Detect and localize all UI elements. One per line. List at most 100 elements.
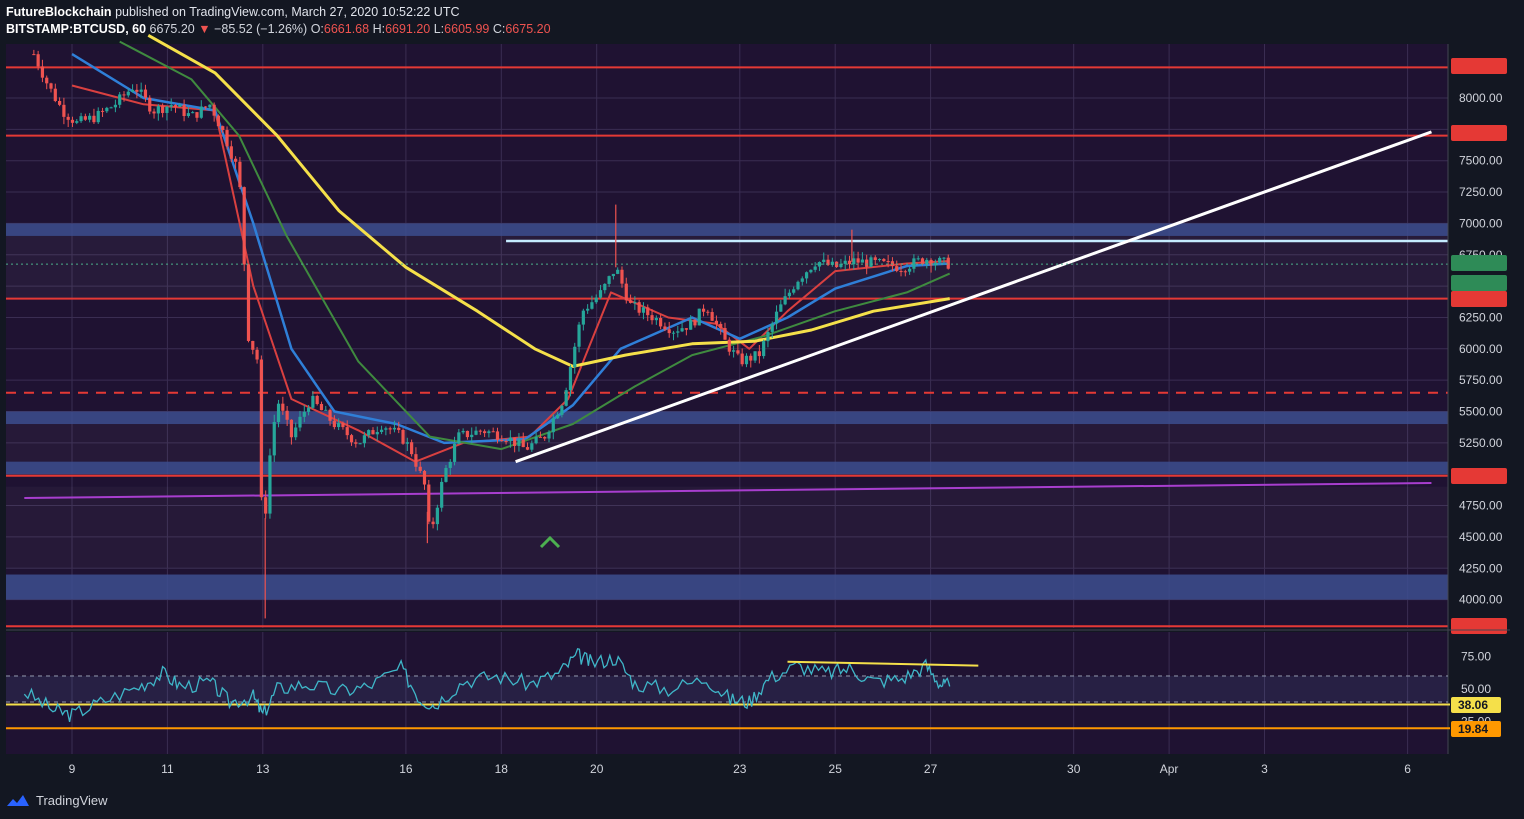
purple-trendline	[24, 481, 1432, 500]
x-axis-label-0: 9	[69, 762, 76, 776]
down-arrow-icon: ▼	[198, 22, 211, 36]
candle-body	[671, 332, 676, 334]
candle-body	[886, 261, 890, 263]
candle-body	[178, 104, 182, 107]
candle-body	[470, 434, 474, 438]
candle-body	[697, 308, 701, 326]
candle-body	[895, 266, 899, 272]
candle-body	[384, 428, 388, 430]
candle-body	[268, 455, 272, 514]
candle-body	[156, 106, 160, 114]
rsi-tick-label: 75.00	[1461, 650, 1491, 664]
candle-body	[315, 395, 319, 404]
candle-body	[118, 94, 122, 105]
candle-body	[521, 439, 525, 448]
candle-body	[538, 436, 543, 438]
candle-body	[581, 310, 585, 325]
candle-body	[259, 359, 263, 498]
candle-body	[774, 311, 779, 324]
candle-body	[822, 259, 826, 263]
candle-body	[903, 271, 907, 273]
candle-body	[804, 272, 809, 279]
candle-body	[607, 276, 611, 284]
candle-body	[762, 341, 766, 357]
candle-body	[229, 146, 233, 159]
candle-body	[32, 54, 36, 56]
candle-body	[465, 430, 470, 438]
price-tick-label: 7500.00	[1459, 154, 1503, 168]
candle-body	[680, 328, 684, 332]
chart-header: FutureBlockchain published on TradingVie…	[6, 4, 1506, 40]
candle-body	[234, 158, 238, 162]
candle-body	[199, 106, 203, 118]
rsi-level-label-0: 38.06	[1458, 698, 1488, 712]
candle-body	[620, 269, 624, 284]
rsi-tick-label: 50.00	[1461, 682, 1491, 696]
author-name[interactable]: FutureBlockchain	[6, 5, 112, 19]
candle-body	[603, 283, 607, 291]
tradingview-brand[interactable]: TradingView	[6, 790, 108, 810]
price-badge	[1451, 255, 1507, 271]
candle-body	[710, 312, 714, 321]
candle-body	[66, 116, 70, 120]
candle-body	[800, 278, 804, 282]
candle-body	[225, 130, 229, 147]
candle-body	[427, 484, 431, 522]
candle-body	[367, 430, 371, 436]
price-tick-label: 7000.00	[1459, 216, 1503, 230]
support-zone-0	[6, 223, 1448, 236]
candle-body	[633, 302, 637, 304]
candle-body	[487, 431, 491, 434]
candle-body	[508, 437, 512, 442]
candle-body	[483, 431, 487, 434]
up-chevron-icon	[539, 535, 561, 549]
symbol-label[interactable]: BITSTAMP:BTCUSD, 60	[6, 22, 147, 36]
candle-body	[839, 263, 843, 268]
candle-body	[319, 403, 324, 411]
high-value: 6691.20	[385, 22, 431, 36]
last-price: 6675.20	[149, 22, 195, 36]
low-label: L:	[433, 22, 445, 36]
x-axis-label-4: 18	[495, 762, 509, 776]
candle-body	[349, 435, 354, 443]
candle-body	[281, 403, 285, 411]
candle-body	[62, 104, 66, 117]
candle-body	[401, 429, 405, 444]
rsi-level-badge	[1451, 697, 1501, 713]
candle-body	[628, 300, 633, 303]
candle-body	[302, 411, 306, 417]
candle-body	[586, 308, 590, 311]
candle-body	[405, 442, 409, 444]
candle-body	[444, 467, 448, 482]
ema_200-line	[147, 33, 950, 368]
candle-body	[410, 442, 414, 455]
candle-body	[779, 304, 783, 312]
candle-body	[448, 461, 452, 468]
candle-body	[341, 422, 345, 428]
published-text: published on TradingView.com, March 27, …	[115, 5, 460, 19]
candle-body	[255, 349, 259, 360]
candle-body	[306, 407, 311, 412]
candle-body	[684, 328, 688, 330]
candle-body	[294, 427, 298, 438]
price-pane-background	[6, 44, 1448, 628]
candle-body	[929, 259, 933, 266]
candle-body	[650, 315, 654, 321]
candle-body	[375, 432, 379, 435]
candle-body	[770, 323, 774, 332]
candle-body	[161, 106, 165, 113]
open-value: 6661.68	[323, 22, 370, 36]
candle-body	[740, 353, 744, 365]
candle-body	[899, 271, 903, 273]
candle-body	[568, 367, 573, 391]
x-axis-label-6: 23	[733, 762, 747, 776]
candle-body	[547, 432, 551, 439]
candle-body	[289, 419, 294, 438]
price-axis: 4000.004250.004500.004750.005000.005250.…	[1459, 59, 1504, 633]
price-tick-label: 4500.00	[1459, 530, 1503, 544]
candle-body	[100, 110, 105, 112]
candle-body	[920, 258, 925, 264]
rsi-band-fill	[6, 676, 1448, 702]
candle-body	[517, 439, 521, 446]
